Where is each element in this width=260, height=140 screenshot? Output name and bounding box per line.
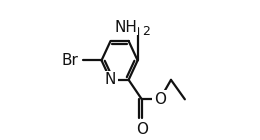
Text: Br: Br bbox=[61, 53, 78, 68]
Text: NH: NH bbox=[115, 20, 138, 35]
Text: O: O bbox=[154, 92, 166, 107]
Text: N: N bbox=[105, 72, 116, 87]
Text: 2: 2 bbox=[142, 25, 150, 38]
Text: O: O bbox=[136, 122, 148, 136]
